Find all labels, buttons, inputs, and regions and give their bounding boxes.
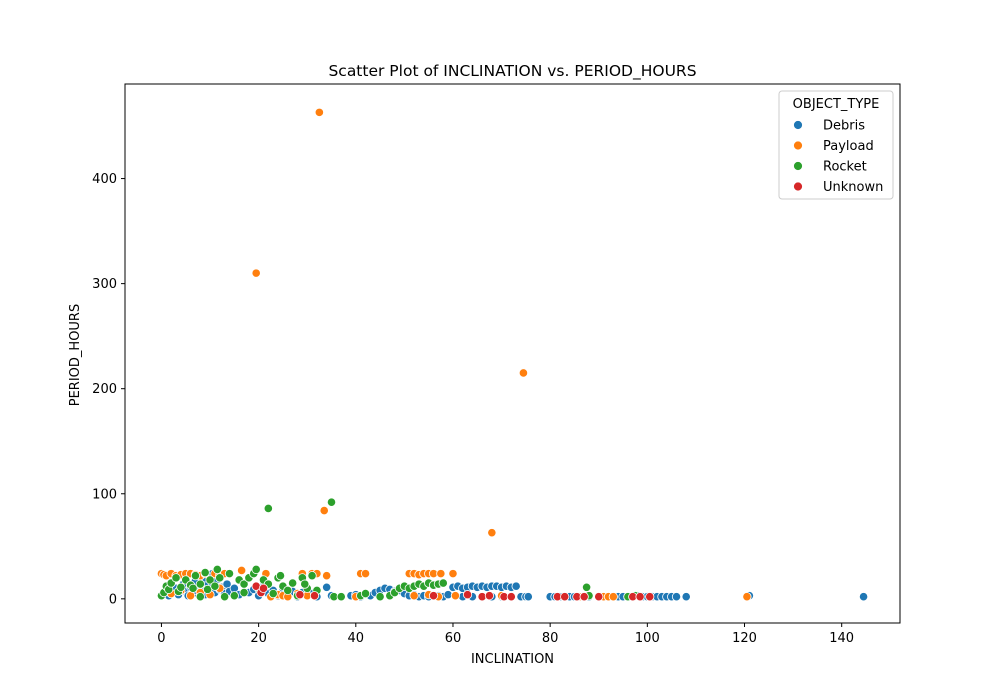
legend-box bbox=[778, 90, 894, 200]
data-point-rocket bbox=[300, 579, 310, 589]
legend-marker-payload bbox=[793, 140, 803, 151]
data-point-debris bbox=[523, 592, 533, 602]
x-tick-label: 0 bbox=[157, 631, 165, 646]
y-tick-label: 100 bbox=[92, 487, 117, 502]
x-tick-label: 100 bbox=[635, 631, 660, 646]
data-point-rocket bbox=[220, 592, 230, 602]
y-axis-label: PERIOD_HOURS bbox=[68, 304, 83, 406]
data-point-rocket bbox=[283, 585, 293, 596]
legend-title: OBJECT_TYPE bbox=[793, 97, 880, 112]
data-point-payload bbox=[742, 592, 752, 602]
x-tick-label: 40 bbox=[348, 631, 365, 646]
data-point-rocket bbox=[190, 571, 201, 581]
data-point-unknown bbox=[635, 592, 645, 602]
data-point-payload bbox=[409, 591, 419, 601]
x-axis: 0 20 40 60 80 100 120 140 bbox=[157, 623, 854, 646]
x-axis-label: INCLINATION bbox=[471, 652, 554, 667]
data-point-payload bbox=[436, 569, 446, 579]
y-tick-label: 300 bbox=[92, 277, 117, 292]
data-point-rocket bbox=[581, 582, 592, 592]
y-tick-label: 400 bbox=[92, 172, 117, 187]
x-tick-label: 120 bbox=[732, 631, 757, 646]
data-point-rocket bbox=[171, 573, 181, 583]
data-point-payload bbox=[448, 569, 458, 579]
data-point-debris bbox=[671, 592, 682, 602]
data-point-payload bbox=[319, 505, 329, 516]
data-point-rocket bbox=[336, 592, 346, 602]
data-point-rocket bbox=[239, 587, 249, 598]
x-tick-label: 140 bbox=[829, 631, 854, 646]
data-point-rocket bbox=[375, 592, 385, 602]
data-point-rocket bbox=[188, 583, 198, 593]
data-point-unknown bbox=[309, 591, 320, 601]
legend: OBJECT_TYPE Debris Payload Rocket Unknown bbox=[778, 90, 894, 200]
data-point-unknown bbox=[462, 590, 473, 600]
data-point-unknown bbox=[484, 591, 495, 601]
data-point-debris bbox=[858, 592, 869, 602]
data-point-unknown bbox=[645, 592, 655, 602]
data-point-rocket bbox=[200, 567, 210, 578]
data-point-unknown bbox=[560, 592, 570, 602]
data-point-unknown bbox=[594, 592, 604, 602]
data-point-payload bbox=[360, 569, 371, 579]
data-point-rocket bbox=[215, 573, 225, 583]
data-point-rocket bbox=[268, 588, 278, 599]
data-point-rocket bbox=[195, 579, 205, 589]
legend-label-debris: Debris bbox=[823, 119, 865, 134]
legend-marker-rocket bbox=[793, 161, 803, 171]
data-point-payload bbox=[251, 268, 261, 278]
legend-entries: Debris Payload Rocket Unknown bbox=[793, 119, 883, 195]
data-point-unknown bbox=[258, 583, 269, 593]
data-point-rocket bbox=[307, 571, 317, 581]
legend-marker-unknown bbox=[793, 181, 803, 192]
series-unknown bbox=[251, 581, 655, 602]
x-tick-label: 80 bbox=[542, 631, 559, 646]
data-point-payload bbox=[322, 571, 332, 581]
data-point-payload bbox=[450, 591, 461, 601]
data-point-payload bbox=[314, 107, 324, 117]
y-tick-label: 0 bbox=[109, 592, 117, 607]
x-tick-label: 60 bbox=[445, 631, 462, 646]
x-tick-label: 20 bbox=[250, 631, 267, 646]
legend-label-unknown: Unknown bbox=[823, 180, 883, 195]
data-point-rocket bbox=[275, 571, 286, 581]
chart-title: Scatter Plot of INCLINATION vs. PERIOD_H… bbox=[328, 62, 696, 81]
data-point-unknown bbox=[295, 590, 305, 600]
y-tick-label: 200 bbox=[92, 382, 117, 397]
data-point-rocket bbox=[210, 581, 220, 591]
legend-label-rocket: Rocket bbox=[823, 160, 867, 175]
data-point-rocket bbox=[263, 503, 273, 514]
data-points bbox=[156, 107, 869, 602]
data-point-rocket bbox=[229, 591, 239, 601]
series-payload bbox=[156, 107, 752, 602]
data-point-debris bbox=[511, 581, 521, 591]
data-point-debris bbox=[322, 582, 332, 592]
data-point-rocket bbox=[326, 497, 337, 507]
plot-area bbox=[124, 83, 901, 624]
data-point-debris bbox=[681, 592, 691, 602]
y-axis: 0 100 200 300 400 bbox=[92, 172, 125, 607]
legend-label-payload: Payload bbox=[823, 139, 874, 154]
data-point-rocket bbox=[224, 569, 235, 579]
data-point-payload bbox=[487, 528, 497, 538]
data-point-unknown bbox=[428, 591, 439, 601]
data-point-rocket bbox=[288, 578, 298, 588]
data-point-rocket bbox=[438, 578, 448, 588]
legend-marker-debris bbox=[793, 120, 803, 130]
data-point-rocket bbox=[251, 564, 261, 575]
data-point-payload bbox=[237, 565, 247, 576]
data-point-unknown bbox=[579, 592, 589, 602]
data-point-rocket bbox=[195, 592, 205, 602]
data-point-payload bbox=[608, 592, 618, 602]
data-point-rocket bbox=[360, 588, 371, 599]
data-point-rocket bbox=[212, 564, 222, 575]
data-point-rocket bbox=[205, 575, 215, 585]
data-point-payload bbox=[518, 368, 529, 378]
data-point-rocket bbox=[176, 582, 186, 592]
data-point-unknown bbox=[506, 592, 516, 602]
